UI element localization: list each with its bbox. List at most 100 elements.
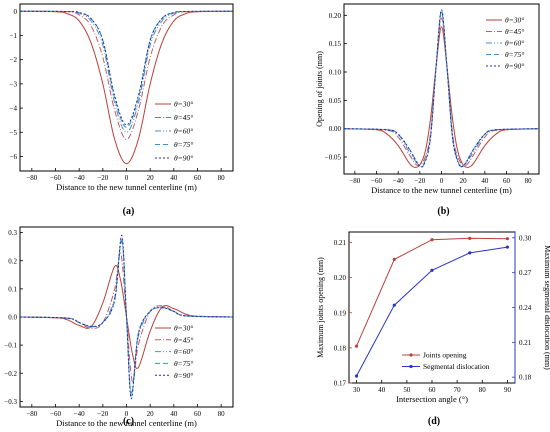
y-tick-label: 0.17	[334, 380, 347, 388]
data-point	[392, 257, 396, 261]
x-tick-label: −40	[74, 174, 85, 182]
x-tick-label: −60	[50, 174, 61, 182]
x-tick-label: −40	[74, 410, 85, 418]
y2-tick-label: 0.18	[519, 374, 532, 382]
y-tick-label: 0.0	[8, 314, 17, 322]
data-point	[354, 344, 359, 348]
x-tick-label: 60	[194, 410, 202, 418]
series-line	[356, 237, 508, 347]
legend-label: θ=90°	[505, 62, 524, 71]
data-point	[505, 245, 510, 249]
y-tick-label: −0.05	[325, 154, 342, 162]
x-tick-label: 40	[378, 386, 386, 394]
x-tick-label: −20	[414, 177, 425, 185]
y2-tick-label: 0.24	[519, 304, 532, 312]
legend-label: θ=30°	[505, 16, 524, 25]
x-tick-label: −80	[26, 410, 37, 418]
panel-label: (a)	[123, 206, 135, 217]
data-point	[430, 268, 434, 272]
y-tick-label: 0.3	[8, 229, 17, 237]
x-tick-label: 80	[218, 410, 226, 418]
x-tick-label: 20	[147, 174, 155, 182]
data-point	[392, 303, 396, 307]
legend-label: θ=75°	[174, 359, 193, 368]
y-tick-label: −2	[10, 56, 18, 64]
y-tick-label: 0.21	[334, 239, 347, 247]
y-tick-label: 0.20	[334, 274, 347, 282]
data-point	[468, 236, 472, 240]
legend-label: θ=45°	[505, 27, 524, 36]
series-line	[344, 11, 539, 167]
legend-marker	[409, 353, 413, 357]
x-tick-label: 80	[479, 386, 487, 394]
y2-tick-label: 0.30	[519, 234, 532, 242]
series-line	[20, 10, 233, 165]
legend-label: θ=30°	[174, 100, 193, 109]
y-tick-label: 0	[14, 8, 18, 16]
y-tick-label: 0.1	[8, 285, 17, 293]
x-tick-label: 80	[525, 177, 533, 185]
x-tick-label: 20	[147, 410, 155, 418]
x-tick-label: 20	[460, 177, 468, 185]
y-tick-label: −1	[10, 32, 18, 40]
y-tick-label: 0.2	[8, 257, 17, 265]
data-point	[468, 251, 472, 255]
series-line	[20, 251, 233, 383]
y-tick-label: 0.05	[329, 97, 342, 105]
chart-panel: −80 −60 −40 −20 0 20 40 60 80 0.20 0.15 0.10 0.05 0.0…	[315, 3, 540, 217]
x-tick-label: 60	[194, 174, 202, 182]
series-line	[344, 26, 539, 168]
legend-label: Joints opening	[423, 351, 467, 360]
series-line	[20, 265, 233, 369]
x-tick-label: 60	[503, 177, 511, 185]
x-tick-label: 60	[429, 386, 437, 394]
x-tick-label: 30	[353, 386, 361, 394]
x-tick-label: 0	[440, 177, 444, 185]
x-tick-label: 0	[125, 174, 129, 182]
x-tick-label: −60	[371, 177, 382, 185]
legend-label: θ=30°	[174, 324, 193, 333]
panel-label: (b)	[437, 206, 449, 217]
series-line	[20, 10, 233, 141]
y-axis-label: Opening of joints (mm)	[315, 51, 324, 127]
y-tick-label: 0.19	[334, 309, 347, 317]
y-tick-label: −0.1	[4, 342, 17, 350]
y2-axis-label: Maximum segmental dislocation (mm)	[543, 245, 550, 370]
chart-panel: −80 −60 −40 −20 0 20 40 60 80 0.3 0.2 0.1 0.0 −0.1 −0.…	[4, 226, 234, 428]
y-tick-label: 0.10	[329, 69, 342, 77]
x-axis-label: Distance to the new tunnel centerline (m…	[56, 418, 197, 428]
series-line	[20, 10, 233, 128]
x-tick-label: −60	[50, 410, 61, 418]
legend-label: θ=75°	[174, 140, 193, 149]
x-tick-label: 90	[504, 386, 512, 394]
y2-tick-label: 0.21	[519, 339, 532, 347]
x-tick-label: −80	[349, 177, 360, 185]
series-line	[20, 10, 233, 133]
series-line	[20, 234, 233, 400]
y-axis-label: Maximum joints opening (mm)	[316, 257, 325, 358]
y2-tick-label: 0.27	[519, 269, 532, 277]
x-tick-label: 40	[481, 177, 489, 185]
y-tick-label: 0.18	[334, 344, 347, 352]
x-tick-label: 70	[454, 386, 462, 394]
legend-marker	[409, 364, 413, 369]
x-axis-label: Distance to the new tunnel centerline (m…	[371, 185, 512, 195]
y-tick-label: −3	[10, 80, 18, 88]
y-tick-label: −6	[10, 153, 18, 161]
legend-label: θ=90°	[174, 154, 193, 163]
x-axis-label: Intersection angle (°)	[396, 394, 468, 404]
y-tick-label: −0.2	[4, 370, 17, 378]
y-tick-label: 0.00	[329, 125, 342, 133]
legend-label: θ=45°	[174, 335, 193, 344]
x-tick-label: −20	[97, 410, 108, 418]
x-tick-label: 80	[218, 174, 226, 182]
y-tick-label: −4	[10, 105, 18, 113]
panel-label: (d)	[428, 416, 440, 427]
series-line	[344, 17, 539, 167]
x-tick-label: −80	[26, 174, 37, 182]
y-tick-label: −5	[10, 129, 18, 137]
y-tick-label: −0.3	[4, 398, 17, 406]
data-point	[505, 237, 510, 241]
plot-frame	[19, 3, 234, 172]
